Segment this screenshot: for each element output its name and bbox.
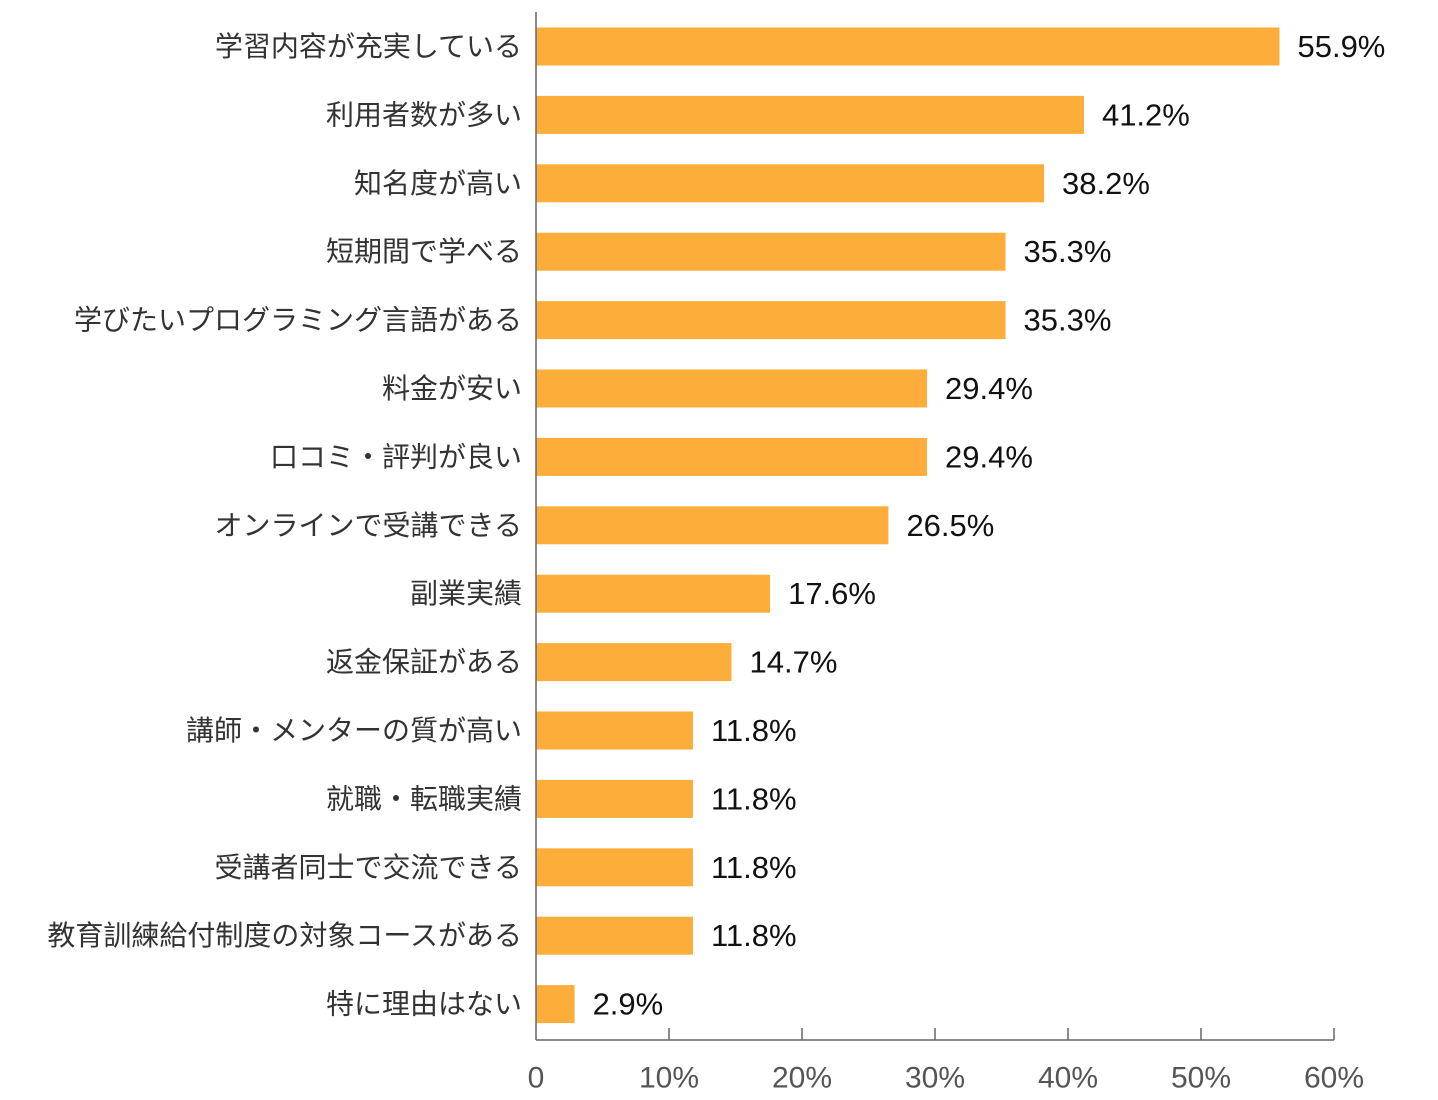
category-label: 利用者数が多い [326, 98, 522, 131]
value-label: 35.3% [1023, 234, 1111, 269]
category-label: オンラインで受講できる [215, 509, 522, 542]
category-labels-group: 学習内容が充実している利用者数が多い知名度が高い短期間で学べる学びたいプログラミ… [47, 30, 522, 1021]
bar [536, 232, 1006, 271]
bar [536, 95, 1084, 134]
value-label: 14.7% [750, 645, 838, 680]
value-labels-group: 55.9% 41.2% 38.2% 35.3% 35.3% 29.4% 29.4% 26.5%… [593, 29, 1386, 1022]
value-label: 26.5% [906, 508, 994, 543]
category-label: 学習内容が充実している [215, 30, 522, 63]
category-label: 副業実績 [410, 577, 522, 610]
bar [536, 711, 693, 750]
bar [536, 27, 1280, 66]
bar [536, 916, 693, 955]
bar [536, 574, 771, 613]
category-label: 知名度が高い [354, 167, 522, 200]
category-label: 返金保証がある [326, 646, 522, 679]
x-tick-label: 60% [1304, 1062, 1364, 1095]
bar [536, 848, 693, 887]
value-label: 11.8% [711, 850, 797, 885]
value-label: 35.3% [1023, 303, 1111, 338]
category-label: 就職・転職実績 [326, 782, 522, 815]
value-label: 41.2% [1102, 97, 1190, 132]
value-label: 2.9% [593, 987, 664, 1022]
bar [536, 779, 693, 818]
category-label: 教育訓練給付制度の対象コースがある [47, 919, 522, 952]
bar [536, 369, 928, 408]
x-tick-label: 10% [639, 1062, 699, 1095]
axes-group: 0 10% 20% 30% 40% 50% 60% [528, 12, 1364, 1095]
category-label: 学びたいプログラミング言語がある [74, 304, 522, 337]
x-tick-label: 40% [1038, 1062, 1098, 1095]
category-label: 特に理由はない [326, 988, 522, 1021]
x-tick-label: 30% [905, 1062, 965, 1095]
bars-group [536, 27, 1280, 1024]
bar [536, 643, 732, 682]
value-label: 38.2% [1062, 166, 1150, 201]
category-label: 口コミ・評判が良い [270, 440, 522, 473]
x-tick-label: 20% [772, 1062, 832, 1095]
value-label: 55.9% [1297, 29, 1385, 64]
bar [536, 437, 928, 476]
value-label: 11.8% [711, 918, 797, 953]
x-tick-label: 0 [528, 1062, 545, 1095]
x-tick-label: 50% [1171, 1062, 1231, 1095]
category-label: 講師・メンターの質が高い [186, 714, 522, 747]
value-label: 11.8% [711, 713, 797, 748]
bar [536, 164, 1045, 203]
category-label: 短期間で学べる [326, 235, 522, 268]
bar [536, 506, 889, 545]
value-label: 11.8% [711, 781, 797, 816]
category-label: 料金が安い [382, 372, 522, 405]
value-label: 29.4% [945, 439, 1033, 474]
value-label: 17.6% [788, 576, 876, 611]
category-label: 受講者同士で交流できる [215, 851, 522, 884]
value-label: 29.4% [945, 371, 1033, 406]
bar [536, 301, 1006, 340]
bar [536, 985, 575, 1024]
